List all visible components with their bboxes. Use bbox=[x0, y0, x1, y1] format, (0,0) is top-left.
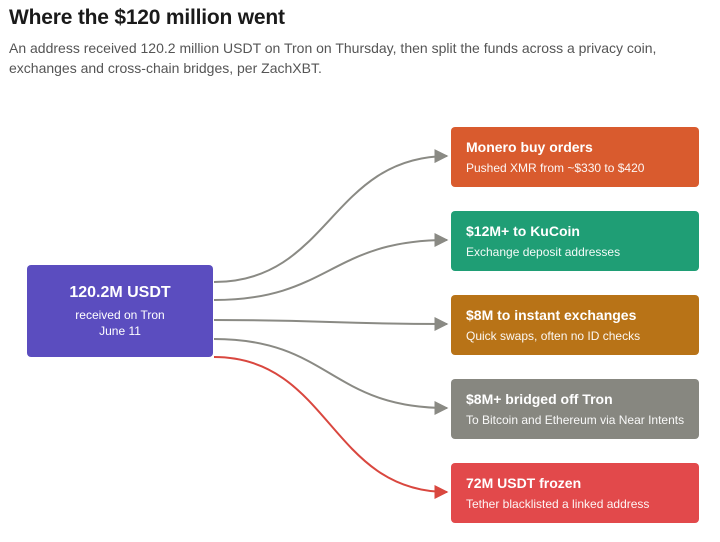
destination-title: 72M USDT frozen bbox=[466, 475, 582, 491]
flow-arrow-instant-exchanges bbox=[213, 316, 449, 331]
destination-instant-exchanges: $8M to instant exchanges Quick swaps, of… bbox=[451, 295, 699, 355]
source-line-2: June 11 bbox=[99, 323, 141, 338]
source-amount: 120.2M USDT bbox=[69, 283, 171, 301]
destination-description: Pushed XMR from ~$330 to $420 bbox=[466, 161, 645, 175]
destination-description: To Bitcoin and Ethereum via Near Intents bbox=[466, 413, 685, 427]
page-subtitle: An address received 120.2 million USDT o… bbox=[9, 40, 657, 76]
destination-title: $12M+ to KuCoin bbox=[466, 223, 580, 239]
flow-arrow-kucoin bbox=[213, 233, 449, 301]
destination-description: Tether blacklisted a linked address bbox=[466, 497, 650, 511]
destination-title: $8M to instant exchanges bbox=[466, 307, 637, 323]
destination-kucoin: $12M+ to KuCoin Exchange deposit address… bbox=[451, 211, 699, 271]
destination-frozen: 72M USDT frozen Tether blacklisted a lin… bbox=[451, 463, 699, 523]
destination-description: Exchange deposit addresses bbox=[466, 245, 621, 259]
flow-arrow-frozen bbox=[213, 356, 449, 499]
destination-bridged: $8M+ bridged off Tron To Bitcoin and Eth… bbox=[451, 379, 699, 439]
destination-title: Monero buy orders bbox=[466, 139, 593, 155]
source-node: 120.2M USDT received on Tron June 11 bbox=[27, 265, 213, 357]
flow-arrow-monero bbox=[213, 149, 449, 283]
flow-arrow-bridged bbox=[213, 338, 449, 415]
destination-title: $8M+ bridged off Tron bbox=[466, 391, 613, 407]
destination-description: Quick swaps, often no ID checks bbox=[466, 329, 641, 343]
source-line-1: received on Tron bbox=[75, 307, 165, 322]
destination-monero: Monero buy orders Pushed XMR from ~$330 … bbox=[451, 127, 699, 187]
page-title: Where the $120 million went bbox=[9, 6, 285, 29]
